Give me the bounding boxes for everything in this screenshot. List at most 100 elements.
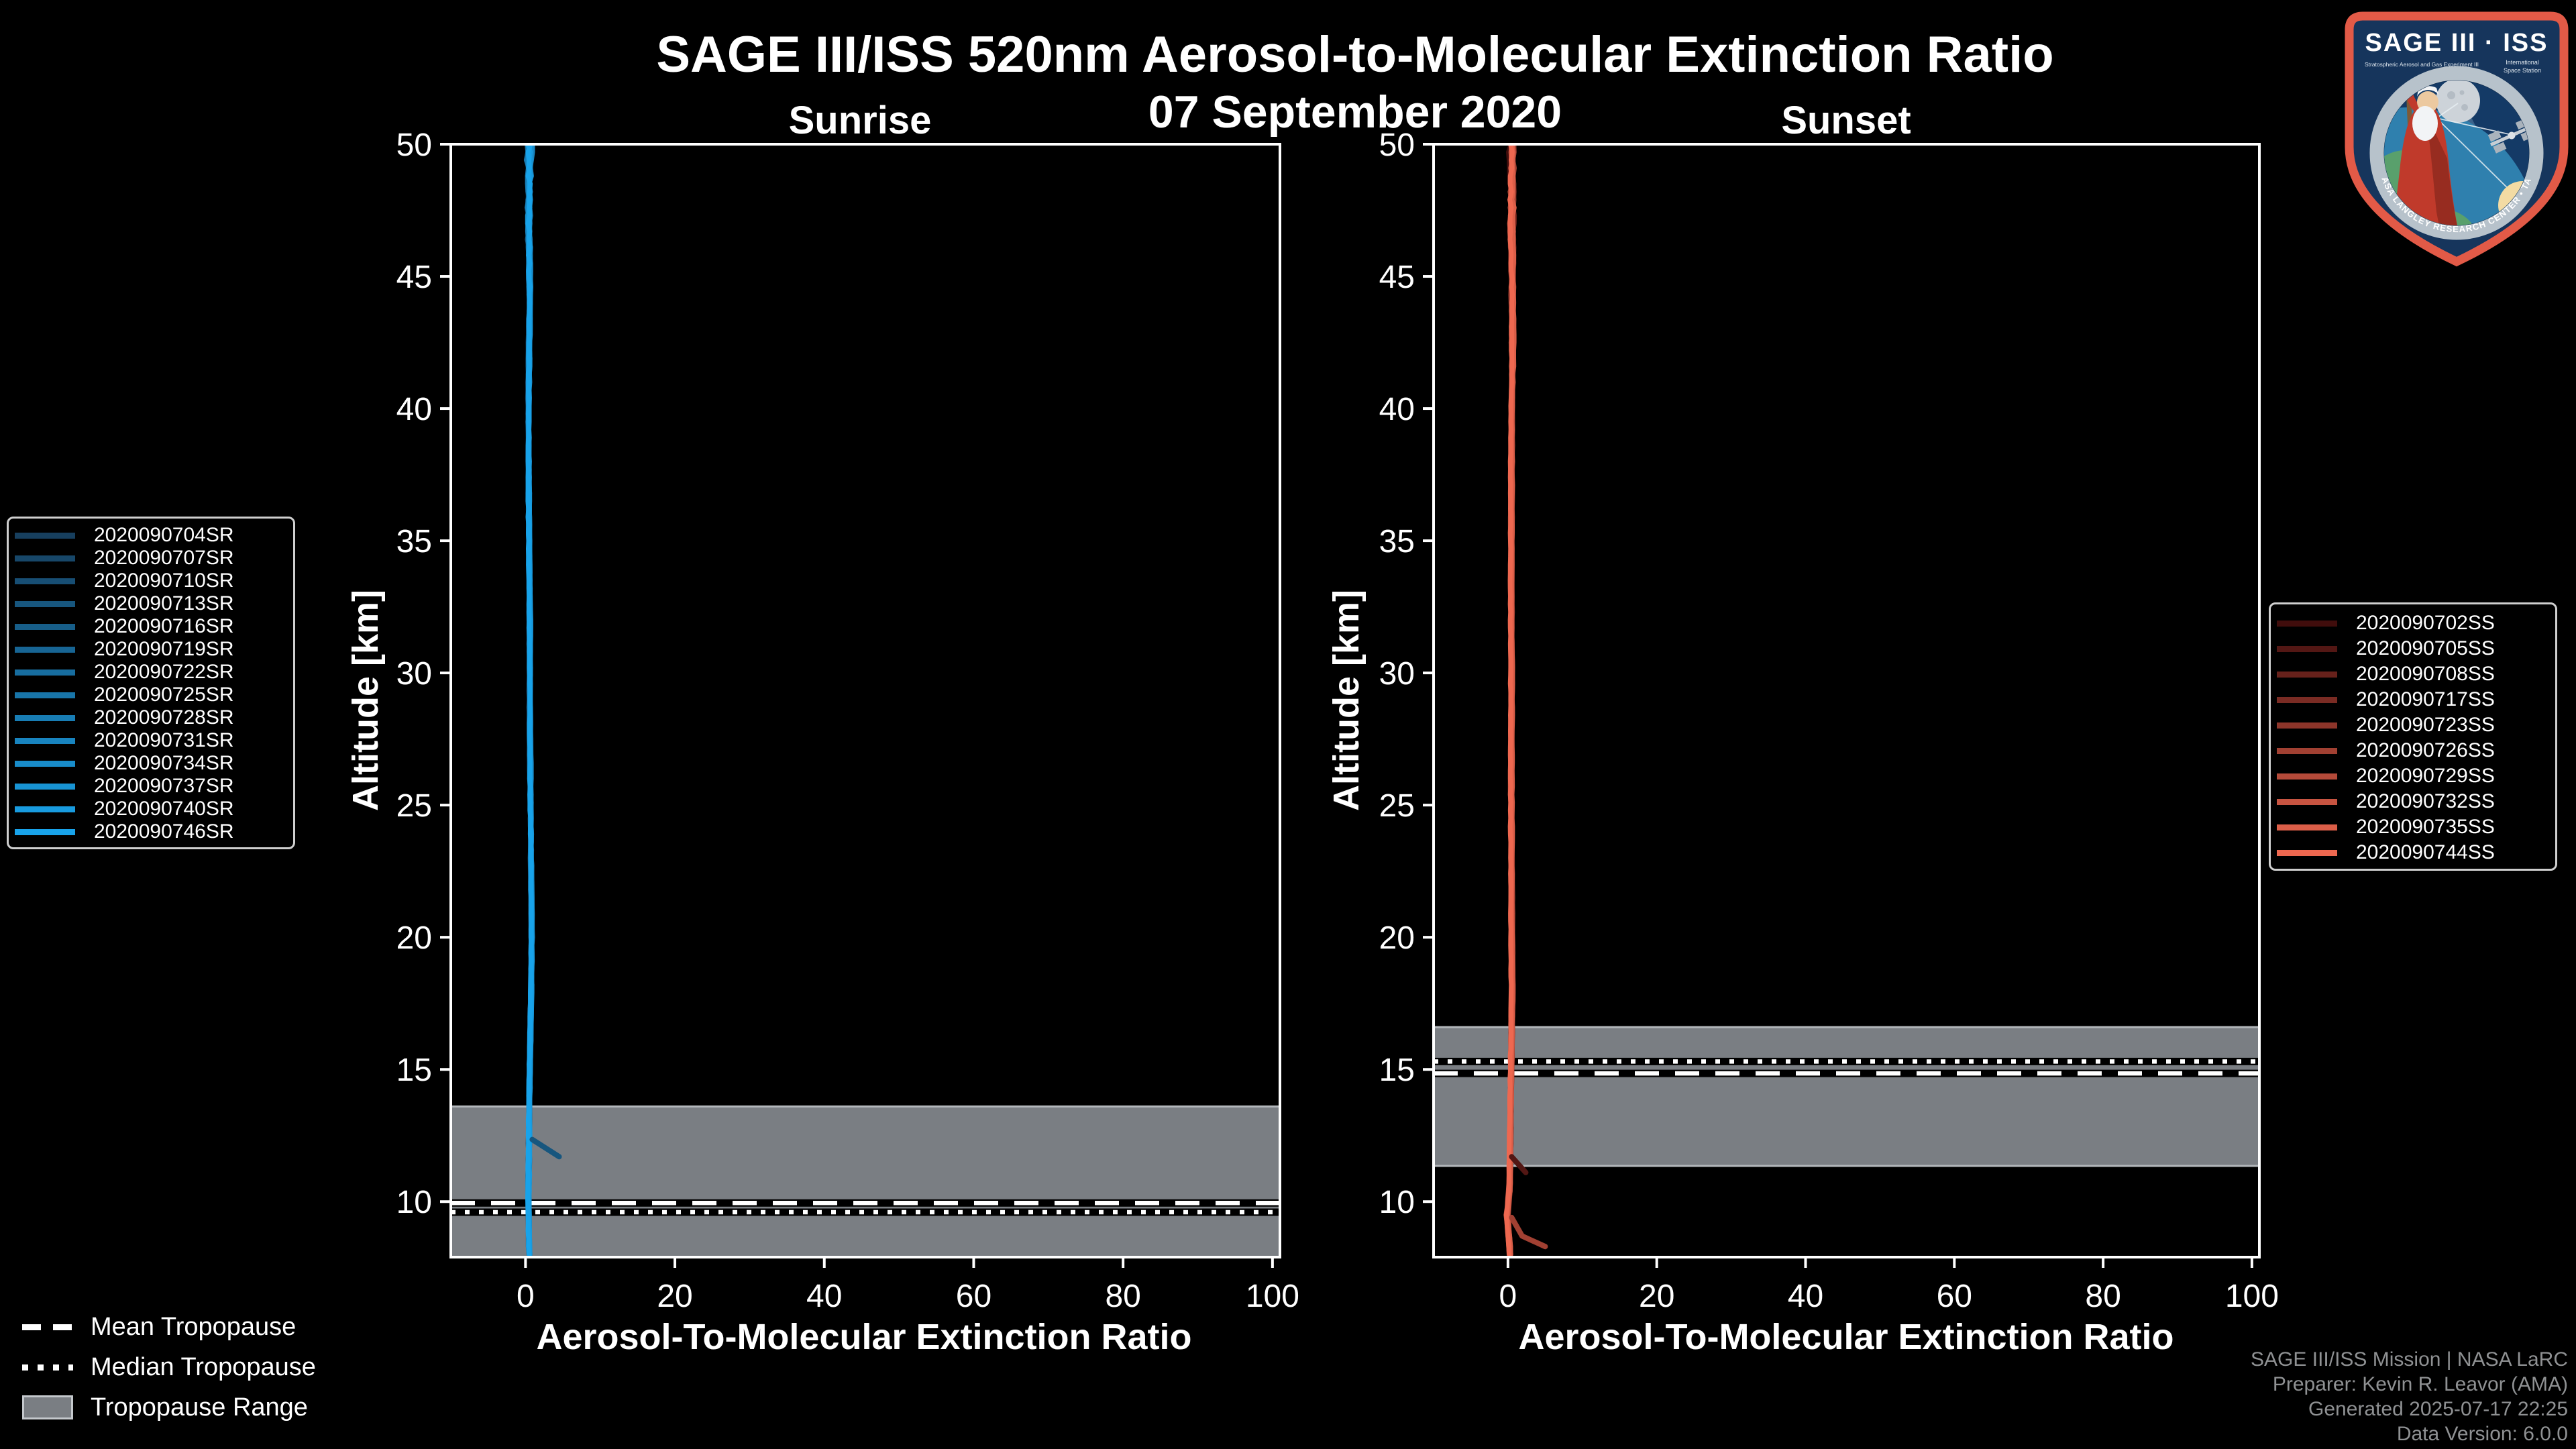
legend-item: 2020090717SS [2271,687,2555,712]
page-title: SAGE III/ISS 520nm Aerosol-to-Molecular … [656,26,2054,83]
profiles-group [1503,144,1548,1257]
outlier-segment [1509,1154,1529,1175]
profile-line [1503,144,1515,1257]
profile-line [525,144,534,1257]
legend-item: 2020090737SR [9,775,293,798]
legend-item-label: 2020090716SR [94,615,234,637]
y-tick-label: 15 [396,1053,432,1088]
legend-line-swatch [2277,824,2337,830]
tropopause-legend: Mean Tropopause Median Tropopause Tropop… [22,1307,316,1428]
legend-line-swatch [2277,773,2337,780]
x-tick-label: 80 [1105,1279,1140,1314]
legend-item-label: 2020090708SS [2356,663,2495,685]
legend-item: 2020090735SS [2271,814,2555,840]
logo-moon-crater [2447,91,2455,99]
logo-subtitle-space-station: Space Station [2504,67,2541,74]
legend-item-label: 2020090740SR [94,798,234,820]
legend-item: 2020090722SR [9,661,293,684]
y-tick-label: 30 [396,656,432,692]
legend-item-label: 2020090710SR [94,570,234,592]
legend-line-swatch [15,623,75,630]
legend-item: 2020090723SS [2271,712,2555,738]
legend-item-label: 2020090735SS [2356,816,2495,838]
sage-iii-iss-logo: SAGE III · ISS Stratospheric Aerosol and… [2343,9,2569,267]
attribution-version: Data Version: 6.0.0 [2396,1423,2568,1445]
legend-item-label: 2020090746SR [94,820,234,843]
y-tick-label: 25 [396,788,432,824]
mean-tropopause-dash-swatch [22,1324,73,1330]
panel-title-sunrise: Sunrise [788,99,932,142]
legend-item: 2020090704SR [9,524,293,547]
logo-title: SAGE III · ISS [2365,29,2548,57]
x-tick-label: 60 [956,1279,991,1314]
legend-item-label: 2020090728SR [94,706,234,729]
x-tick-label: 100 [2225,1279,2279,1314]
sunrise-plot: 0 20 40 60 80 100 10 15 20 25 30 35 40 45 50 [396,127,1299,1314]
legend-line-swatch [15,760,75,767]
x-tick-label: 40 [1788,1279,1823,1314]
logo-scene [2384,80,2529,225]
tropopause-range-legend-item: Tropopause Range [22,1387,316,1428]
y-tick-label: 20 [1379,920,1415,956]
y-tick-label: 40 [1379,392,1415,427]
y-tick-label: 50 [1379,127,1415,163]
legend-item: 2020090710SR [9,570,293,592]
mean-tropopause-legend-item: Mean Tropopause [22,1307,316,1347]
legend-item-label: 2020090731SR [94,729,234,751]
legend-item: 2020090702SS [2271,610,2555,636]
y-tick-label: 35 [396,524,432,559]
legend-item: 2020090729SS [2271,763,2555,789]
legend-line-swatch [15,555,75,561]
legend-line-swatch [15,806,75,812]
logo-figure-robe-fold [2424,110,2462,225]
logo-earth [2384,107,2529,225]
legend-item: 2020090740SR [9,798,293,820]
legend-item-label: 2020090702SS [2356,612,2495,634]
median-tropopause-label: Median Tropopause [91,1352,316,1381]
mean-tropopause-label: Mean Tropopause [91,1312,297,1341]
attribution-generated: Generated 2025-07-17 22:25 [2308,1398,2568,1420]
legend-item: 2020090716SR [9,615,293,638]
legend-line-swatch [15,578,75,584]
x-tick-label: 20 [657,1279,692,1314]
legend-item: 2020090746SR [9,820,293,843]
median-tropopause-legend-item: Median Tropopause [22,1347,316,1387]
legend-item: 2020090744SS [2271,840,2555,865]
x-tick-label: 0 [1499,1279,1517,1314]
legend-item: 2020090705SS [2271,636,2555,661]
legend-item: 2020090725SR [9,684,293,706]
logo-moon [2436,80,2480,123]
legend-item: 2020090728SR [9,706,293,729]
legend-item-label: 2020090729SS [2356,765,2495,787]
legend-line-swatch [2277,696,2337,703]
x-tick-label: 100 [1246,1279,1299,1314]
legend-item-label: 2020090744SS [2356,841,2495,863]
legend-line-swatch [15,532,75,539]
y-tick-label: 15 [1379,1053,1415,1088]
legend-line-swatch [15,669,75,676]
legend-line-swatch [15,783,75,790]
legend-item-label: 2020090732SS [2356,790,2495,812]
legend-line-swatch [15,646,75,653]
tropopause-range-band [451,1106,1280,1257]
outlier-segment [529,1136,562,1160]
legend-item-label: 2020090713SR [94,592,234,614]
legend-item-label: 2020090722SR [94,661,234,683]
legend-line-swatch [15,600,75,607]
logo-moon-crater [2461,104,2468,111]
axes-frame [449,143,1281,1258]
attribution-block: SAGE III/ISS Mission | NASA LaRC Prepare… [2251,1347,2568,1446]
legend-line-swatch [2277,645,2337,652]
outlier-segment [1509,1214,1548,1250]
legend-item: 2020090732SS [2271,789,2555,814]
legend-line-swatch [2277,849,2337,856]
y-axis-label-sunrise: Altitude [km] [345,590,386,811]
y-tick-label: 50 [396,127,432,163]
y-tick-label: 45 [1379,260,1415,295]
axes-frame [1432,143,2261,1258]
legend-line-swatch [15,828,75,835]
legend-line-swatch [2277,747,2337,754]
legend-item-label: 2020090723SS [2356,714,2495,736]
